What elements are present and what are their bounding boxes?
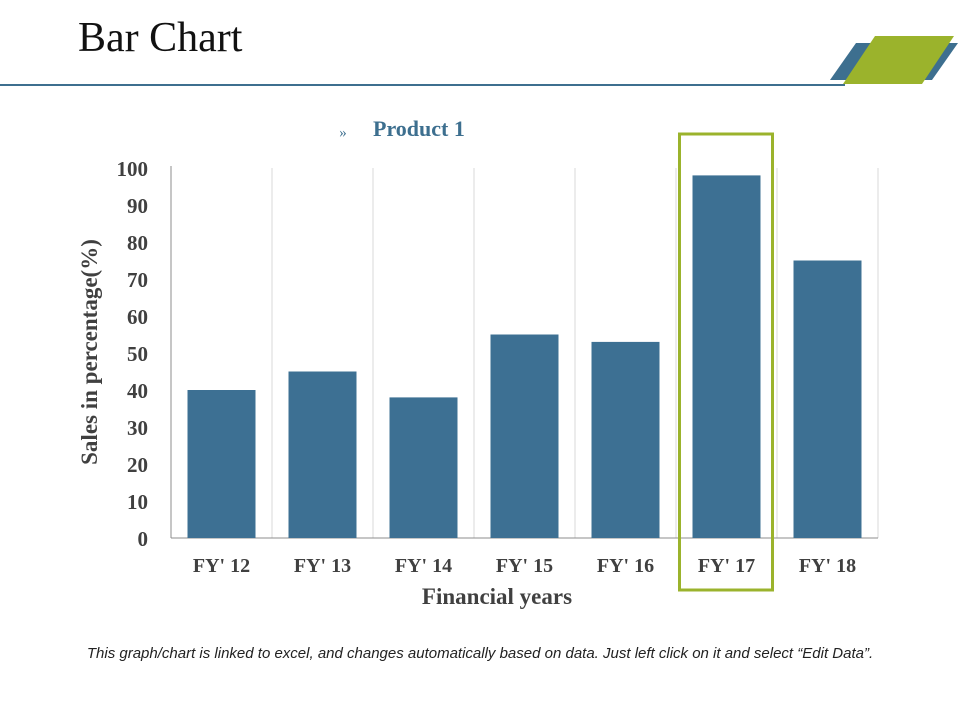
y-tick-label: 10 xyxy=(127,490,148,514)
bar-chart: 0 10 20 30 40 50 60 70 80 90 100 FY' 12 FY' 13 FY' 14… xyxy=(77,116,879,609)
legend-entry: Product 1 xyxy=(373,116,465,141)
x-tick-label: FY' 18 xyxy=(799,555,856,577)
y-tick-label: 50 xyxy=(127,342,148,366)
y-tick-label: 0 xyxy=(138,527,149,551)
x-tick-label: FY' 12 xyxy=(193,555,250,577)
y-tick-label: 40 xyxy=(127,379,148,403)
bar xyxy=(389,397,458,538)
bar xyxy=(490,334,559,538)
y-tick-label: 30 xyxy=(127,416,148,440)
x-tick-label: FY' 17 xyxy=(698,555,755,577)
corner-decoration xyxy=(830,36,958,84)
x-axis-title: Financial years xyxy=(422,584,572,609)
bar xyxy=(288,371,357,538)
deco-green-parallelogram xyxy=(843,36,954,84)
bar xyxy=(793,260,862,538)
y-tick-label: 60 xyxy=(127,305,148,329)
y-tick-label: 20 xyxy=(127,453,148,477)
bar xyxy=(187,390,256,538)
legend-marker: » xyxy=(339,125,347,141)
y-tick-label: 90 xyxy=(127,194,148,218)
y-tick-label: 80 xyxy=(127,231,148,255)
slide-title: Bar Chart xyxy=(78,15,243,61)
footnote: This graph/chart is linked to excel, and… xyxy=(86,645,874,662)
x-tick-label: FY' 14 xyxy=(395,555,452,577)
bar xyxy=(591,341,660,538)
y-axis-title: Sales in percentage(%) xyxy=(77,239,102,465)
x-tick-label: FY' 15 xyxy=(496,555,553,577)
y-tick-label: 70 xyxy=(127,268,148,292)
x-tick-label: FY' 13 xyxy=(294,555,351,577)
x-tick-label: FY' 16 xyxy=(597,555,654,577)
bar xyxy=(692,175,761,538)
highlight-box xyxy=(678,132,774,592)
header-rule xyxy=(0,84,845,86)
y-tick-label: 100 xyxy=(117,157,149,181)
